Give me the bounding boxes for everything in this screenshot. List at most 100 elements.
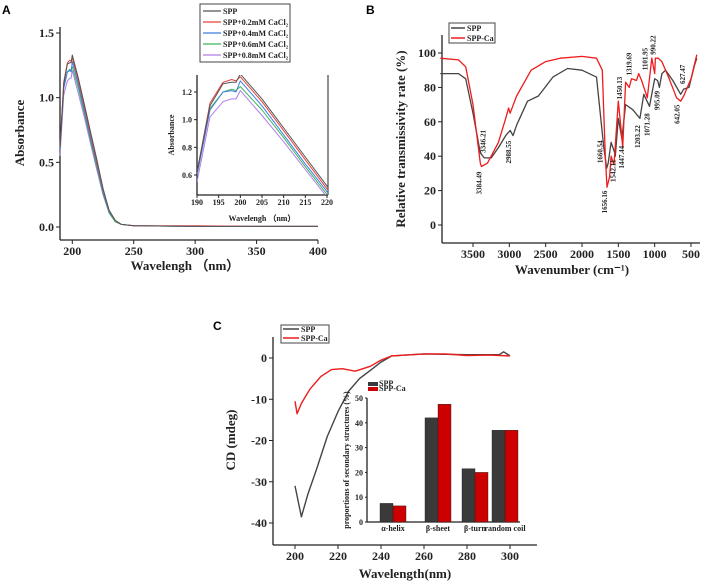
- b-legend-label: SPP-Ca: [467, 34, 494, 43]
- b-x-tick-label: 3000: [497, 247, 521, 261]
- a-inset-y-tick-label: 0.6: [182, 171, 192, 180]
- b-y-tick-label: 60: [424, 115, 436, 129]
- c-inset-bar: [474, 472, 489, 523]
- b-peak-annotation: 1203.22: [634, 125, 642, 148]
- c-x-axis-title: Wavelength(nm): [359, 566, 451, 581]
- b-legend-label: SPP: [467, 24, 481, 33]
- c-inset-y-tick-label: 10: [355, 493, 363, 502]
- c-x-tick-label: 300: [501, 549, 519, 563]
- c-series-line: [294, 353, 511, 415]
- a-inset-series-line: [197, 80, 328, 194]
- a-series-line: [59, 54, 318, 227]
- c-inset-bar: [437, 404, 452, 523]
- a-x-axis-title: Wavelengh （nm）: [131, 258, 240, 273]
- c-inset-y-axis-title: proportions of secondary structures (%): [342, 391, 351, 529]
- a-inset-x-tick-label: 200: [234, 198, 246, 207]
- b-peak-annotation: 1447.44: [618, 145, 626, 168]
- a-y-tick-label: 1.5: [39, 26, 54, 40]
- a-inset-series-line: [197, 86, 328, 195]
- b-y-axis-title: Relative transmissivity rate (%): [393, 50, 408, 227]
- c-inset-bar: [424, 417, 439, 523]
- panel-label-b: B: [366, 3, 375, 17]
- b-peak-annotation: 1450.13: [616, 76, 624, 99]
- c-y-tick-label: -20: [251, 434, 267, 448]
- b-peak-annotation: 1319.69: [625, 52, 633, 75]
- a-legend-label: SPP+0.6mM CaCl₂: [223, 40, 289, 49]
- c-y-tick-label: -40: [251, 516, 267, 530]
- c-y-tick-label: -10: [251, 392, 267, 406]
- c-inset-category-label: β-turn: [464, 524, 487, 533]
- b-peak-annotation: 990.22: [649, 35, 657, 55]
- a-y-tick-label: 1.0: [39, 91, 54, 105]
- b-y-tick-label: 40: [424, 149, 436, 163]
- c-inset-y-tick-label: 40: [355, 419, 363, 428]
- a-inset-y-tick-label: 1.0: [182, 116, 192, 125]
- b-peak-annotation: 2988.55: [505, 140, 513, 163]
- a-y-tick-label: 0.0: [39, 220, 54, 234]
- b-x-tick-label: 3500: [461, 247, 485, 261]
- b-y-tick-label: 100: [418, 46, 436, 60]
- a-legend-label: SPP+0.8mM CaCl₂: [223, 51, 289, 60]
- a-legend-label: SPP+0.4mM CaCl₂: [223, 29, 289, 38]
- a-inset-x-tick-label: 195: [213, 198, 225, 207]
- a-inset-y-tick-label: 0.8: [182, 143, 192, 152]
- b-series-line: [440, 57, 698, 169]
- c-inset-category-label: random coil: [484, 524, 526, 533]
- a-legend-label: SPP: [223, 7, 237, 16]
- c-x-tick-label: 200: [286, 549, 304, 563]
- c-x-tick-label: 260: [415, 549, 433, 563]
- b-peak-annotation: 3346.21: [479, 130, 487, 153]
- c-inset-legend-label: SPP-Ca: [379, 384, 406, 393]
- a-x-tick-label: 300: [186, 244, 204, 258]
- b-peak-annotation: 3384.49: [475, 171, 483, 194]
- b-peak-annotation: 1542.11: [609, 159, 617, 182]
- c-inset-legend-label: SPP: [379, 379, 393, 388]
- b-x-axis-title: Wavenumber (cm⁻¹): [515, 262, 629, 277]
- c-x-tick-label: 280: [458, 549, 476, 563]
- c-inset-legend-swatch: [368, 387, 378, 391]
- b-x-tick-label: 1500: [606, 247, 630, 261]
- c-y-tick-label: 0: [261, 351, 267, 365]
- b-x-tick-label: 2500: [534, 247, 558, 261]
- c-y-axis-title: CD (mdeg): [223, 409, 238, 470]
- a-inset-series-line: [197, 90, 326, 195]
- b-x-tick-label: 2000: [570, 247, 594, 261]
- a-inset-x-tick-label: 210: [278, 198, 290, 207]
- a-x-tick-label: 200: [63, 244, 81, 258]
- c-legend-label: SPP: [301, 325, 315, 334]
- b-peak-annotation: 1660.54: [596, 140, 604, 163]
- panel-label-a: A: [2, 3, 11, 17]
- a-inset-x-tick-label: 205: [256, 198, 268, 207]
- c-inset-y-tick-label: 30: [355, 444, 363, 453]
- b-series-line: [440, 54, 698, 188]
- a-inset-x-tick-label: 190: [191, 198, 203, 207]
- b-peak-annotation: 1101.95: [641, 47, 649, 70]
- b-peak-annotation: 627.47: [679, 64, 687, 84]
- a-y-tick-label: 0.5: [39, 155, 54, 169]
- b-y-tick-label: 0: [430, 218, 436, 232]
- c-inset-bar: [379, 503, 394, 523]
- a-inset-series-line: [197, 75, 328, 189]
- a-inset-x-tick-label: 220: [321, 198, 333, 207]
- b-x-tick-label: 1000: [643, 247, 667, 261]
- b-peak-annotation: 1071.28: [644, 113, 652, 136]
- c-inset-y-tick-label: 0: [359, 518, 363, 527]
- a-legend-label: SPP+0.2mM CaCl₂: [223, 18, 289, 27]
- c-legend-label: SPP-Ca: [301, 334, 328, 343]
- a-inset-x-axis-title: Wavelengh （nm）: [229, 213, 296, 223]
- c-inset-bar: [491, 430, 506, 523]
- c-inset-bar: [392, 505, 407, 523]
- c-x-tick-label: 220: [329, 549, 347, 563]
- c-inset-legend-swatch: [368, 382, 378, 386]
- b-peak-annotation: 1656.16: [601, 190, 609, 213]
- b-peak-annotation: 642.05: [673, 104, 681, 124]
- a-y-axis-title: Absorbance: [12, 100, 27, 167]
- a-inset-y-axis-title: Absorbance: [167, 114, 176, 155]
- c-y-tick-label: -30: [251, 475, 267, 489]
- b-y-tick-label: 80: [424, 80, 436, 94]
- c-inset-category-label: α-helix: [381, 524, 405, 533]
- b-peak-annotation: 995.09: [654, 90, 662, 110]
- panel-label-c: C: [213, 319, 222, 333]
- c-inset-bar: [461, 468, 476, 523]
